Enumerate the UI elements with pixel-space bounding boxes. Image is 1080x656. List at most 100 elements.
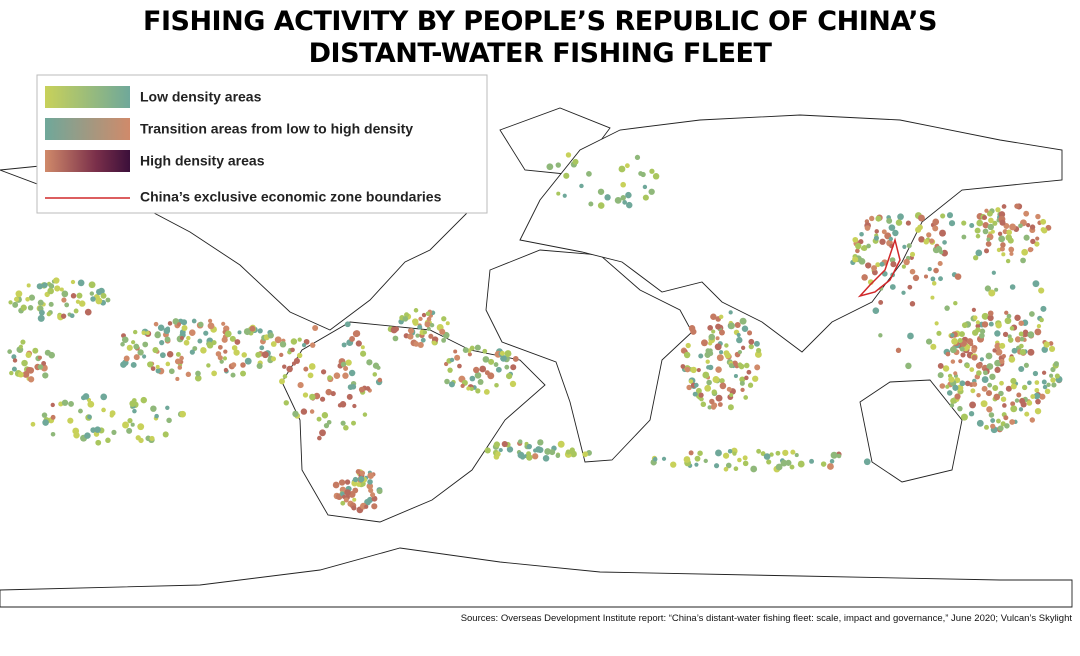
activity-dot <box>699 396 704 402</box>
activity-dot <box>404 312 410 318</box>
activity-dot <box>950 359 956 364</box>
activity-dot <box>203 330 209 336</box>
activity-dot <box>1034 241 1040 247</box>
activity-dot <box>688 450 694 456</box>
activity-dot <box>1001 252 1006 257</box>
activity-dot <box>482 348 488 354</box>
activity-dot <box>950 333 955 338</box>
activity-dot <box>1010 383 1017 390</box>
activity-dot <box>13 296 20 302</box>
activity-dot <box>620 181 626 188</box>
activity-dot <box>736 332 741 338</box>
activity-dot <box>929 238 935 244</box>
activity-dot <box>330 391 336 397</box>
activity-dot <box>717 402 723 407</box>
activity-dot <box>981 321 989 328</box>
activity-dot <box>969 401 977 409</box>
activity-dot <box>683 456 691 463</box>
activity-dot <box>728 363 734 369</box>
activity-dot <box>537 439 544 446</box>
activity-dot <box>1027 348 1035 356</box>
activity-dot <box>1027 331 1035 338</box>
activity-dot <box>748 343 754 350</box>
activity-dot <box>501 440 508 448</box>
activity-dot <box>715 449 722 457</box>
activity-dot <box>297 337 302 342</box>
activity-dot <box>985 390 993 397</box>
activity-dot <box>303 338 310 345</box>
activity-dot <box>233 349 240 356</box>
activity-dot <box>946 212 954 219</box>
activity-dot <box>995 322 1002 329</box>
activity-dot <box>37 364 44 370</box>
activity-dot <box>982 215 988 221</box>
activity-dot <box>1006 229 1012 236</box>
activity-dot <box>966 338 974 345</box>
title: DISTANT-WATER FISHING FLEET <box>309 38 773 69</box>
activity-dot <box>1026 223 1031 228</box>
activity-dot <box>155 368 161 374</box>
activity-dot <box>194 374 202 382</box>
activity-dot <box>972 329 979 336</box>
activity-dot <box>1041 379 1047 385</box>
activity-dot <box>483 388 490 395</box>
activity-dot <box>441 337 447 343</box>
activity-dot <box>179 410 186 418</box>
activity-dot <box>293 357 300 365</box>
activity-dot <box>987 223 994 231</box>
activity-dot <box>142 354 147 359</box>
activity-dot <box>756 347 762 354</box>
activity-dot <box>517 451 525 459</box>
activity-dot <box>1041 346 1048 353</box>
activity-dot <box>710 404 717 410</box>
activity-dot <box>642 194 649 201</box>
activity-dot <box>861 274 868 281</box>
activity-dot <box>443 361 449 367</box>
activity-dot <box>1054 373 1060 379</box>
activity-dot <box>961 322 968 329</box>
activity-dot <box>743 395 749 400</box>
activity-dot <box>542 455 550 462</box>
activity-dot <box>445 321 450 326</box>
activity-dot <box>319 396 326 402</box>
activity-dot <box>428 333 434 339</box>
activity-dot <box>975 362 983 369</box>
activity-dot <box>366 482 374 490</box>
activity-dot <box>618 165 626 173</box>
activity-dot <box>652 456 658 462</box>
activity-dot <box>987 314 994 322</box>
activity-dot <box>217 355 223 361</box>
activity-dot <box>317 435 322 441</box>
activity-dot <box>1010 377 1017 385</box>
activity-dot <box>309 393 316 401</box>
activity-dot <box>557 440 565 448</box>
activity-dot <box>526 454 533 461</box>
activity-dot <box>1046 382 1051 388</box>
activity-dot <box>535 446 542 453</box>
activity-dot <box>179 335 184 340</box>
activity-dot <box>760 451 766 457</box>
activity-dot <box>1009 419 1016 425</box>
activity-dot <box>981 376 989 383</box>
activity-dot <box>1018 223 1023 229</box>
activity-dot <box>957 337 963 344</box>
activity-dot <box>705 359 710 364</box>
activity-dot <box>25 296 30 302</box>
activity-dot <box>1040 305 1047 312</box>
activity-dot <box>69 313 75 319</box>
activity-dot <box>879 238 886 245</box>
activity-dot <box>988 217 994 224</box>
activity-dot <box>701 339 708 347</box>
legend-swatch <box>45 118 130 140</box>
activity-dot <box>41 361 47 366</box>
activity-dot <box>79 300 86 307</box>
activity-dot <box>133 343 140 350</box>
activity-dot <box>302 392 309 398</box>
activity-dot <box>487 372 495 380</box>
activity-dot <box>25 352 32 359</box>
activity-dot <box>892 229 899 237</box>
activity-dot <box>999 246 1005 252</box>
activity-dot <box>1033 392 1041 400</box>
activity-dot <box>175 376 180 382</box>
activity-dot <box>105 297 111 303</box>
